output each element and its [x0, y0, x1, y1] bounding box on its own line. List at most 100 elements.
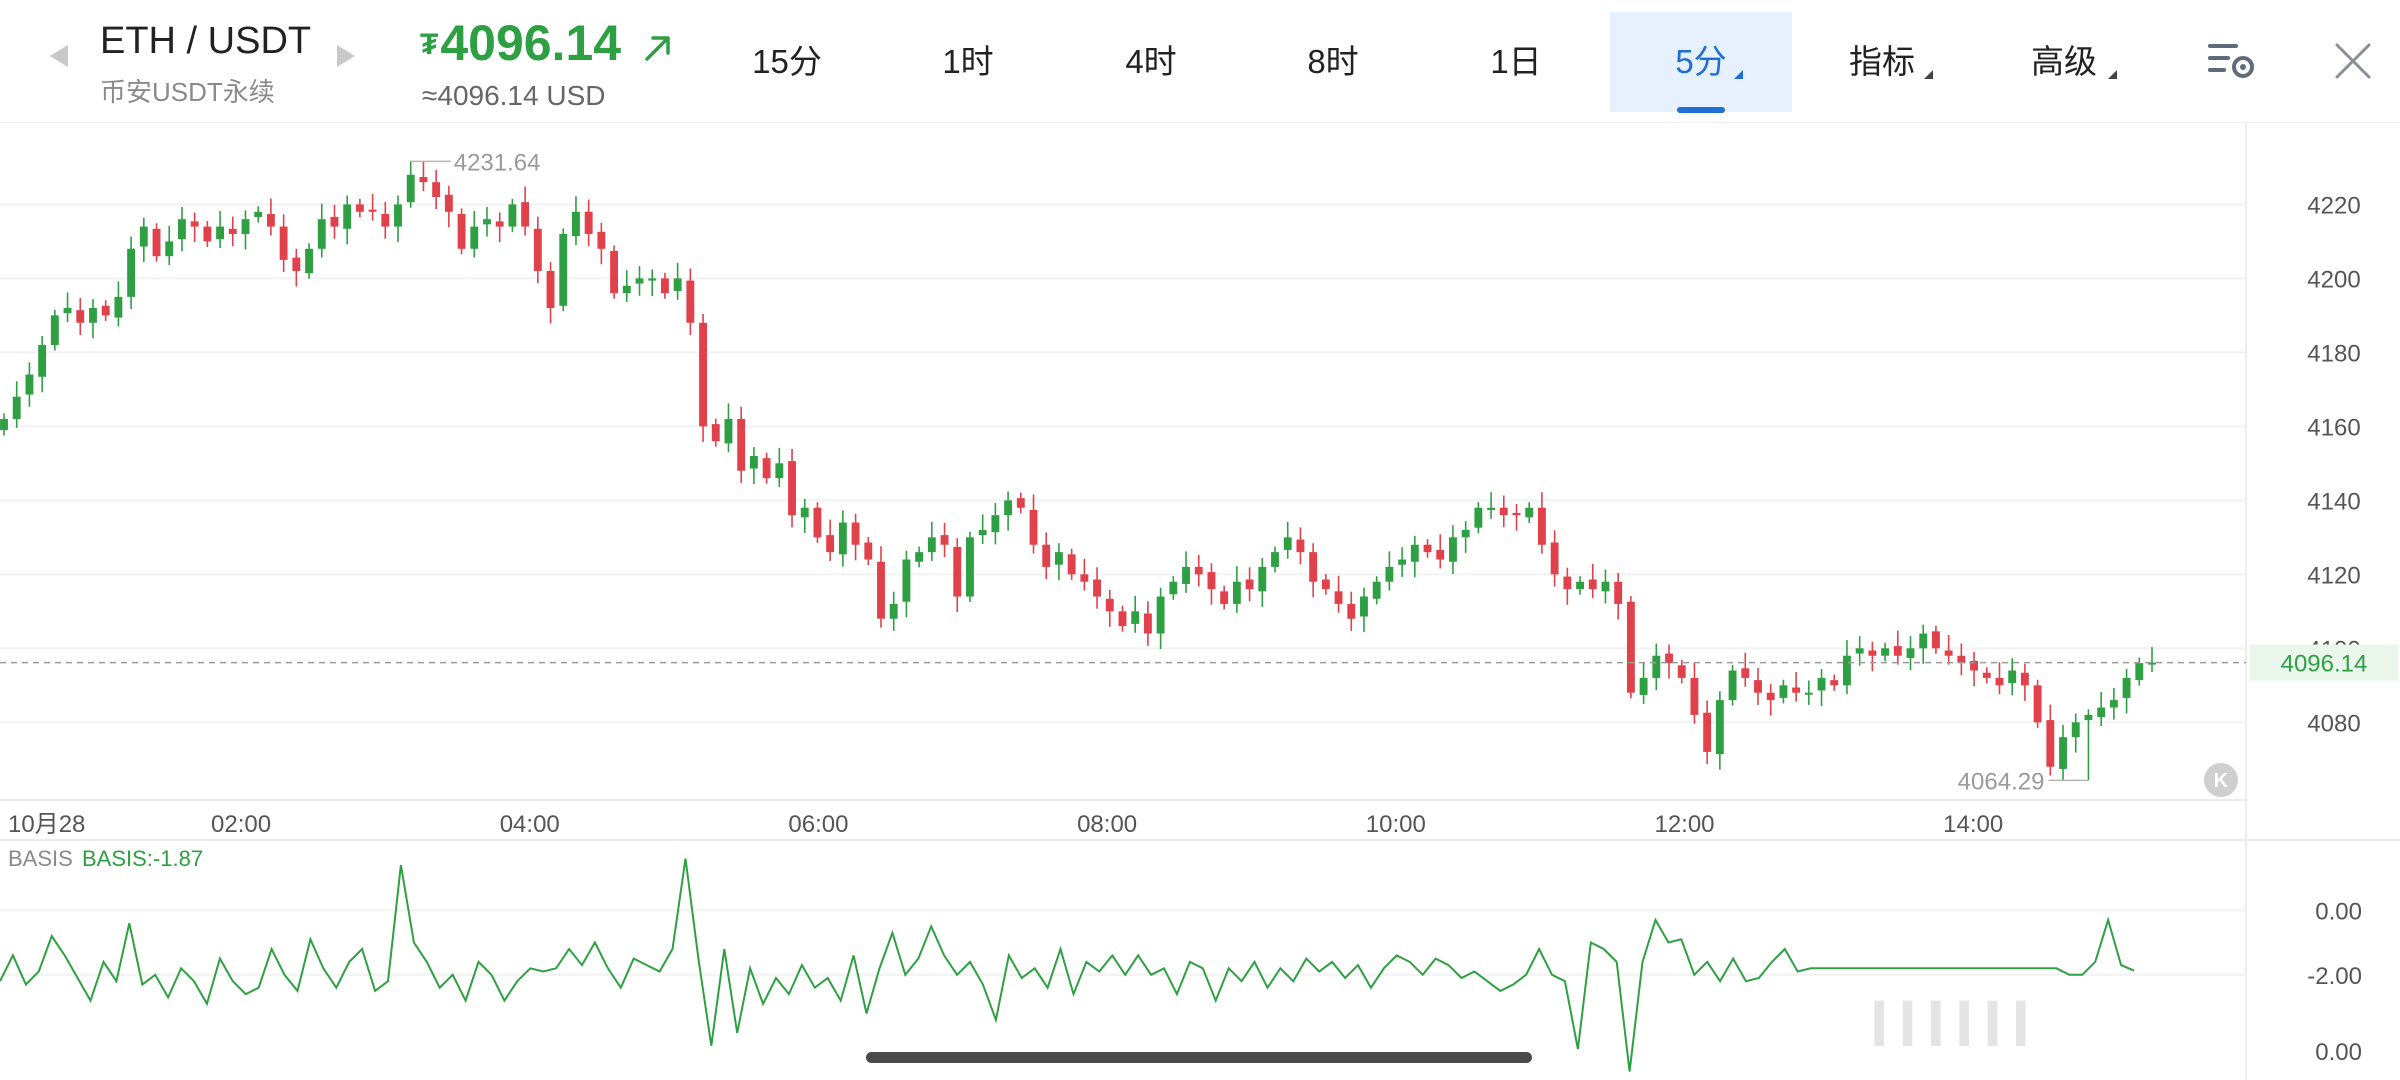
candle-body: [927, 537, 936, 553]
candle-body: [1817, 677, 1826, 691]
candle: [127, 236, 136, 310]
candle-body: [1449, 537, 1457, 562]
candle-body: [381, 214, 390, 227]
candle-body: [38, 344, 47, 377]
candle: [2109, 687, 2118, 720]
candle-body: [1830, 680, 1839, 686]
candle: [139, 217, 148, 263]
tab-15m[interactable]: 15分: [696, 12, 878, 112]
candle: [1118, 605, 1127, 632]
tab-8h[interactable]: 8时: [1242, 12, 1424, 112]
candle-body: [915, 552, 924, 562]
candle-body: [2148, 662, 2156, 665]
candle-body: [1410, 544, 1419, 562]
tab-label: 15分: [752, 43, 822, 80]
candle-body: [89, 307, 97, 323]
tab-indicators[interactable]: 指标: [1791, 12, 1973, 112]
pair-title[interactable]: ETH / USDT: [100, 20, 312, 62]
candle-body: [1347, 603, 1356, 619]
candle: [1194, 554, 1203, 587]
market-name: 币安USDT永续: [100, 77, 275, 107]
chart-settings-icon[interactable]: [2206, 40, 2256, 82]
candle: [12, 381, 21, 428]
candle: [953, 538, 962, 613]
candle: [1817, 669, 1826, 707]
tab-label: 8时: [1307, 43, 1359, 80]
time-tick-label: 10:00: [1366, 811, 1426, 838]
candle: [533, 216, 542, 284]
tab-label: 指标: [1849, 43, 1915, 80]
candle: [305, 243, 313, 279]
candle: [1283, 521, 1292, 559]
candle-body: [2084, 714, 2093, 721]
candle-body: [864, 542, 873, 560]
candle: [1296, 527, 1305, 565]
candle: [190, 212, 199, 243]
tab-label: 5分: [1675, 43, 1727, 80]
candles: [0, 161, 2156, 782]
candle-body: [1029, 509, 1038, 545]
candle-body: [457, 214, 466, 249]
close-icon[interactable]: [2334, 42, 2372, 80]
candle-body: [1182, 566, 1190, 584]
tab-label: 高级: [2031, 43, 2097, 80]
candle: [1105, 589, 1114, 627]
candle-body: [1754, 680, 1762, 693]
candle-body: [432, 182, 441, 197]
candle: [1245, 567, 1254, 602]
candle: [1830, 674, 1839, 691]
tab-4h[interactable]: 4时: [1060, 12, 1242, 112]
candle: [2135, 657, 2144, 686]
candle: [203, 221, 212, 247]
candle-body: [572, 211, 580, 237]
home-indicator[interactable]: [866, 1052, 1532, 1063]
candle-body: [1220, 591, 1229, 604]
candle: [1512, 504, 1521, 531]
tab-advanced[interactable]: 高级: [1973, 12, 2155, 112]
reset-k-icon[interactable]: K: [2204, 763, 2238, 797]
chevron-left-icon[interactable]: [50, 45, 68, 67]
tab-1h[interactable]: 1时: [877, 12, 1059, 112]
candle-body: [508, 204, 517, 227]
candle-body: [2008, 670, 2017, 684]
candle: [572, 196, 580, 246]
candle: [292, 248, 301, 287]
basis-value: BASIS:-1.87: [82, 846, 203, 871]
candle-body: [1067, 554, 1076, 575]
candle-body: [76, 310, 85, 323]
candle: [216, 211, 225, 249]
candle-body: [1652, 655, 1661, 678]
candle: [1309, 543, 1318, 598]
candle: [394, 195, 402, 243]
time-axis: 10月28 02:00 04:00 06:00 08:00 10:00 12:00 14:00: [8, 811, 2003, 838]
currency-symbol: ₮: [420, 28, 439, 61]
chart-area[interactable]: 40804100412041404160418042004220 10月2802…: [0, 123, 2400, 1080]
candle: [89, 299, 97, 339]
candle-body: [2122, 677, 2131, 698]
candle: [457, 208, 466, 255]
tab-1d[interactable]: 1日: [1425, 12, 1607, 112]
candle: [966, 531, 974, 603]
candle: [2033, 679, 2042, 728]
candle: [114, 281, 123, 327]
tab-5m[interactable]: 5分: [1610, 12, 1792, 112]
candle-body: [216, 226, 225, 240]
candle-body: [2046, 720, 2055, 767]
candle: [1919, 624, 1928, 664]
candle-body: [1588, 579, 1597, 590]
candle: [266, 198, 275, 236]
candle-body: [699, 322, 707, 427]
chevron-right-icon[interactable]: [337, 45, 355, 67]
candle: [1143, 601, 1152, 646]
candle: [1944, 635, 1953, 665]
candle: [1321, 573, 1330, 595]
candle-body: [1334, 591, 1343, 604]
candle-body: [1042, 544, 1051, 567]
candle-body: [1614, 581, 1623, 604]
candle-body: [368, 209, 377, 212]
candle-body: [1957, 655, 1966, 664]
grid: [0, 203, 2246, 724]
candle-body: [533, 228, 542, 271]
candle: [1728, 664, 1737, 706]
candle: [368, 194, 377, 221]
